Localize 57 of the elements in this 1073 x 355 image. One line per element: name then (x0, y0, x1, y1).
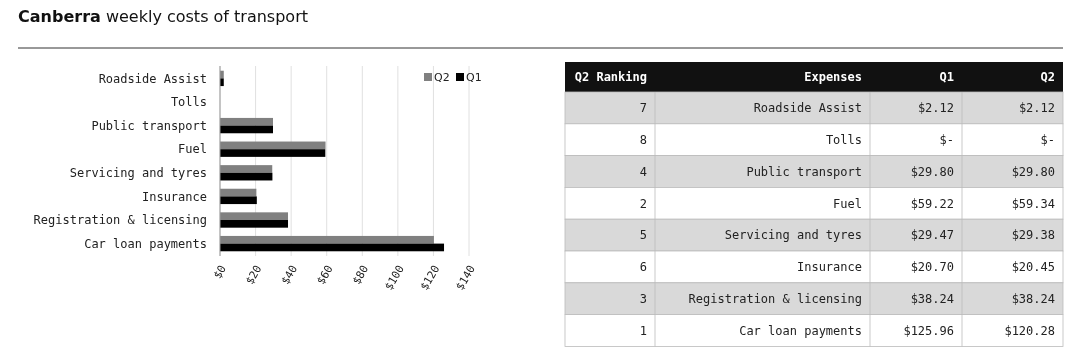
legend-label: Q2 (434, 70, 450, 84)
category-label: Tolls (825, 132, 862, 147)
text: $59.34 (1011, 196, 1055, 211)
y-tick-label: Fuel (178, 142, 207, 157)
text: $2.12 (1018, 101, 1055, 116)
bar (220, 243, 445, 252)
text: $59.22 (910, 196, 954, 211)
text: $20.45 (1011, 260, 1055, 275)
bar (220, 220, 289, 228)
y-tick-label: Servicing and tyres (69, 166, 207, 180)
bar (220, 117, 273, 126)
data-label: 7 (639, 101, 647, 116)
text: $38.24 (910, 291, 954, 306)
bar (220, 149, 326, 157)
bar (220, 141, 326, 150)
bar (220, 235, 434, 244)
text: $29.47 (910, 228, 954, 243)
series-label: Q2 Ranking (574, 70, 647, 85)
category-label: Servicing and tyres (724, 228, 862, 243)
data-label: 5 (639, 228, 647, 243)
data-label: 4 (639, 164, 647, 179)
text: $2.12 (917, 101, 954, 116)
text: $20.70 (910, 260, 954, 275)
text: $38.24 (1011, 291, 1055, 306)
text: Q2 (1040, 70, 1055, 85)
bar (220, 212, 289, 221)
y-tick-label: Registration & licensing (33, 213, 207, 228)
x-tick-label: $0 (211, 262, 229, 281)
text: $- (1040, 132, 1055, 147)
text: $29.80 (910, 164, 954, 179)
text: $- (939, 132, 954, 147)
y-tick-label: Tolls (170, 95, 207, 110)
category-label: Insurance (796, 260, 862, 275)
data-label: 6 (639, 260, 647, 275)
bar (220, 165, 273, 173)
data-label: 8 (639, 132, 647, 147)
bar (220, 196, 257, 205)
text: $125.96 (903, 323, 954, 338)
data-label: 3 (639, 291, 647, 306)
category-label: Public transport (746, 164, 862, 179)
category-label: Roadside Assist (753, 101, 862, 116)
y-tick-label: Roadside Assist (98, 71, 207, 86)
category-label: Registration & licensing (688, 291, 862, 306)
y-tick-label: Public transport (91, 118, 207, 133)
category-label: Car loan payments (739, 323, 862, 338)
data-label: 2 (639, 196, 647, 211)
data-label: 1 (639, 323, 647, 338)
y-tick-label: Insurance (141, 189, 207, 204)
y-tick-label: Car loan payments (84, 236, 207, 251)
text: $29.80 (1011, 164, 1055, 179)
category-label: Fuel (833, 196, 862, 211)
text: Expenses (804, 70, 862, 85)
legend-label: Q1 (466, 70, 482, 84)
text: $29.38 (1011, 228, 1055, 243)
text: $120.28 (1004, 323, 1055, 338)
text: Q1 (939, 70, 954, 85)
chart-title: Canberra weekly costs of transport (18, 7, 308, 26)
